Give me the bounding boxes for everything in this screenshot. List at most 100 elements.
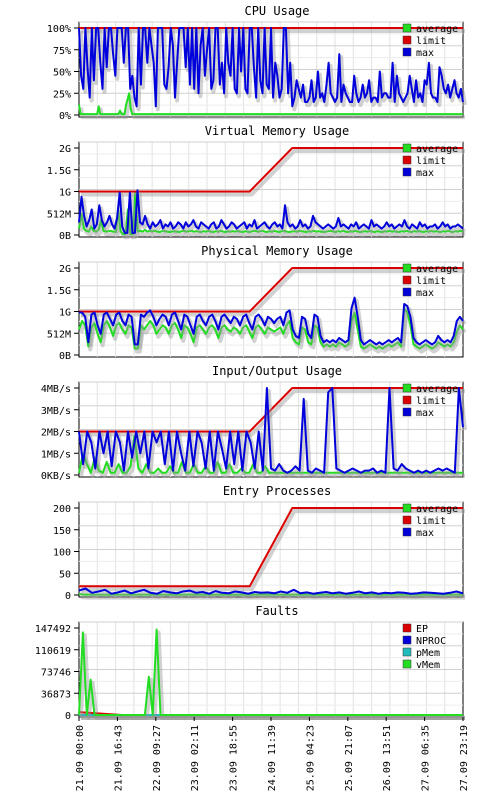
chart-physical-memory-usage: Physical Memory Usage 2G 1.5G 1G 512M 0B avera… bbox=[47, 244, 467, 362]
y-tick-label: 73746 bbox=[41, 668, 71, 679]
y-tick-label: 1.5G bbox=[47, 166, 71, 177]
legend-swatch-max bbox=[402, 527, 412, 537]
legend-label-average: average bbox=[416, 384, 458, 395]
y-tick-label: 75% bbox=[53, 46, 71, 57]
chart-title: Input/Output Usage bbox=[212, 364, 342, 378]
y-tick-label: 2MB/s bbox=[41, 428, 71, 439]
y-tick-label: 50 bbox=[59, 569, 71, 580]
y-tick-label: 147492 bbox=[35, 624, 71, 635]
x-tick-label: 27.09 23:19 bbox=[459, 725, 470, 791]
x-tick-label: 23.09 18:55 bbox=[229, 725, 240, 791]
legend-label-ep: EP bbox=[416, 624, 428, 635]
x-tick-label: 26.09 13:51 bbox=[382, 725, 393, 791]
y-tick-label: 4MB/s bbox=[41, 384, 71, 395]
legend-label-max: max bbox=[416, 288, 434, 299]
legend-label-average: average bbox=[416, 24, 458, 35]
legend-label-limit: limit bbox=[416, 396, 446, 407]
y-tick-label: 512M bbox=[47, 209, 71, 220]
legend-label-average: average bbox=[416, 264, 458, 275]
x-tick-label: 24.09 11:39 bbox=[267, 725, 278, 791]
legend-swatch-max bbox=[402, 287, 412, 297]
x-tick-label: 21.09 16:43 bbox=[113, 725, 124, 791]
y-tick-label: 0B bbox=[59, 351, 71, 362]
series-line-max bbox=[78, 189, 464, 234]
chart-entry-processes: Entry Processes 200 150 100 50 0 averagelimitm… bbox=[53, 484, 466, 602]
legend-label-average: average bbox=[416, 504, 458, 515]
series-shadow bbox=[79, 436, 465, 478]
y-tick-label: 2G bbox=[59, 144, 71, 155]
legend-label-nproc: NPROC bbox=[416, 636, 446, 647]
x-tick-label: 23.09 02:11 bbox=[190, 725, 201, 791]
chart-faults: Faults 147492 110619 73746 36873 0 EPNPROCpMem… bbox=[35, 604, 465, 722]
legend-label-limit: limit bbox=[416, 516, 446, 527]
y-tick-label: 3MB/s bbox=[41, 406, 71, 417]
y-tick-label: 1MB/s bbox=[41, 449, 71, 460]
legend-label-max: max bbox=[416, 408, 434, 419]
legend-label-vmem: vMem bbox=[416, 660, 440, 671]
series-line-average bbox=[78, 434, 463, 474]
series-line-max bbox=[79, 296, 464, 346]
y-tick-label: 0 bbox=[65, 591, 71, 602]
legend-swatch-average bbox=[402, 263, 412, 273]
series-line-average bbox=[78, 92, 463, 116]
series-shadow bbox=[80, 595, 465, 600]
legend-label-average: average bbox=[416, 144, 458, 155]
series-line-max bbox=[78, 587, 464, 595]
legend-swatch-max bbox=[402, 407, 412, 417]
chart-title: CPU Usage bbox=[244, 4, 309, 18]
y-tick-label: 1.5G bbox=[47, 286, 71, 297]
y-tick-label: 1G bbox=[59, 188, 71, 199]
y-tick-label: 0% bbox=[59, 111, 71, 122]
y-tick-label: 0 bbox=[65, 711, 71, 722]
x-tick-label: 25.09 21:07 bbox=[344, 725, 355, 791]
legend-label-pmem: pMem bbox=[416, 648, 440, 659]
legend-swatch-pmem bbox=[402, 647, 412, 657]
y-tick-label: 25% bbox=[53, 89, 71, 100]
legend-swatch-limit bbox=[402, 35, 412, 45]
y-tick-label: 150 bbox=[53, 526, 71, 537]
series-line-average bbox=[78, 307, 464, 350]
legend-swatch-average bbox=[402, 503, 412, 513]
legend-swatch-average bbox=[402, 383, 412, 393]
legend-label-limit: limit bbox=[416, 156, 446, 167]
series-line-limit bbox=[79, 507, 463, 588]
series-line-max bbox=[78, 387, 464, 474]
series-shadow bbox=[79, 191, 467, 238]
series-shadow bbox=[79, 94, 466, 120]
legend-label-limit: limit bbox=[416, 276, 446, 287]
series-line-limit bbox=[79, 267, 463, 313]
y-tick-label: 0KB/s bbox=[41, 471, 71, 482]
series-line-limit bbox=[79, 387, 463, 433]
legend-label-limit: limit bbox=[416, 36, 446, 47]
chart-title: Faults bbox=[255, 604, 298, 618]
y-tick-label: 1G bbox=[59, 308, 71, 319]
y-tick-label: 2G bbox=[59, 264, 71, 275]
legend-swatch-vmem bbox=[402, 659, 412, 669]
legend-swatch-ep bbox=[402, 623, 412, 633]
legend-swatch-limit bbox=[402, 275, 412, 285]
legend-swatch-average bbox=[402, 143, 412, 153]
legend-swatch-limit bbox=[402, 395, 412, 405]
legend-swatch-limit bbox=[402, 515, 412, 525]
x-tick-label: 22.09 09:27 bbox=[152, 725, 163, 791]
y-tick-label: 0B bbox=[59, 231, 71, 242]
chart-title: Entry Processes bbox=[223, 484, 331, 498]
legend-swatch-nproc bbox=[402, 635, 412, 645]
series-shadow bbox=[80, 589, 466, 599]
series-line-max bbox=[78, 27, 464, 108]
legend-swatch-max bbox=[402, 167, 412, 177]
y-tick-label: 36873 bbox=[41, 689, 71, 700]
legend-swatch-max bbox=[402, 47, 412, 57]
chart-title: Virtual Memory Usage bbox=[205, 124, 350, 138]
y-tick-label: 50% bbox=[53, 68, 71, 79]
series-line-average bbox=[78, 191, 464, 236]
series-shadow bbox=[79, 630, 465, 720]
x-tick-label: 25.09 04:23 bbox=[305, 725, 316, 791]
series-shadow bbox=[79, 193, 466, 240]
legend-label-max: max bbox=[416, 528, 434, 539]
y-tick-label: 512M bbox=[47, 329, 71, 340]
chart-virtual-memory-usage: Virtual Memory Usage 2G 1.5G 1G 512M 0B averag… bbox=[47, 124, 467, 242]
series-line-limit bbox=[79, 147, 463, 193]
series-line-average bbox=[78, 593, 463, 596]
